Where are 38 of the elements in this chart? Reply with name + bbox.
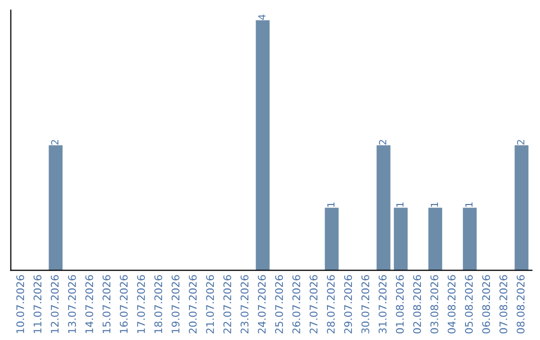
x-tick-label: 08.08.2026 (516, 275, 525, 334)
x-tick-label: 10.07.2026 (16, 275, 24, 333)
data-label: 4 (258, 14, 266, 20)
x-tick-label: 28.07.2026 (326, 275, 335, 334)
x-tick-label: 05.08.2026 (464, 275, 473, 334)
x-tick-label: 17.07.2026 (137, 275, 145, 333)
x-tick-label: 24.07.2026 (258, 275, 266, 334)
x-tick-label: 18.07.2026 (154, 275, 162, 333)
x-tick-label: 31.07.2026 (378, 275, 387, 334)
x-tick-label: 11.07.2026 (34, 275, 42, 333)
x-tick-label: 01.08.2026 (396, 275, 404, 334)
data-label: 1 (430, 202, 438, 207)
x-tick-label: 27.07.2026 (310, 275, 318, 334)
x-tick-label: 22.07.2026 (223, 275, 232, 334)
x-tick-label: 30.07.2026 (361, 275, 370, 334)
x-tick-label: 12.07.2026 (50, 275, 59, 333)
x-tick-label: 06.08.2026 (482, 275, 490, 334)
x-tick-label: 02.08.2026 (413, 275, 422, 334)
x-tick-label: 29.07.2026 (344, 275, 352, 334)
x-tick-label: 03.08.2026 (430, 275, 438, 334)
x-tick-label: 25.07.2026 (275, 275, 283, 334)
x-tick-label: 07.08.2026 (499, 275, 508, 334)
data-label: 1 (327, 202, 334, 207)
x-tick-label: 16.07.2026 (120, 275, 128, 333)
x-tick-label: 14.07.2026 (85, 275, 94, 333)
data-label: 2 (378, 140, 386, 145)
x-tick-label: 15.07.2026 (102, 275, 110, 333)
data-label: 1 (396, 202, 404, 207)
data-label: 1 (465, 202, 472, 207)
x-tick-label: 20.07.2026 (188, 275, 197, 334)
x-tick-label: 26.07.2026 (292, 275, 300, 334)
x-tick-label: 04.08.2026 (448, 275, 456, 334)
x-tick-label: 13.07.2026 (68, 275, 76, 333)
x-tick-label: 21.07.2026 (206, 275, 214, 334)
x-tick-label: 19.07.2026 (172, 275, 180, 333)
data-label: 2 (51, 140, 58, 145)
data-label: 2 (517, 140, 524, 145)
x-tick-label: 23.07.2026 (240, 275, 248, 334)
